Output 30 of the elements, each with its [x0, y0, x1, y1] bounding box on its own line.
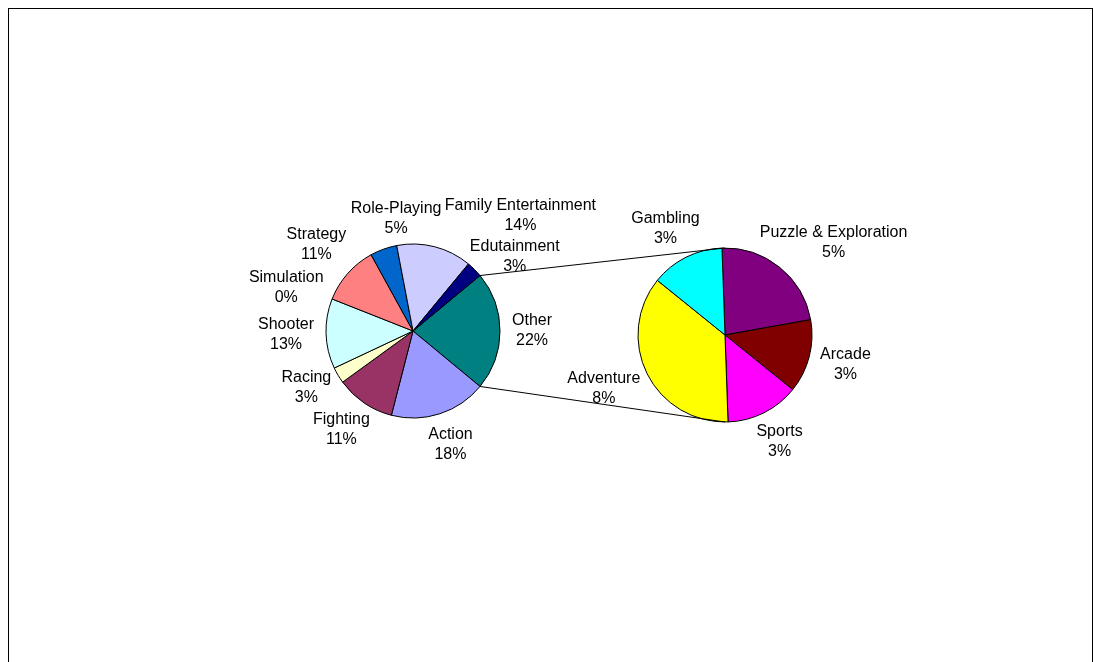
data-label: 13% [270, 335, 303, 353]
data-label: 3% [503, 257, 527, 275]
data-label: 3% [294, 387, 318, 405]
data-label: 18% [434, 444, 467, 462]
data-label: 5% [384, 219, 408, 237]
slice-label: Arcade [820, 344, 871, 362]
slice-label: Role-Playing [350, 199, 442, 217]
slice-label: Action [428, 424, 473, 442]
slice-label: Strategy [286, 224, 347, 242]
slice-label: Other [512, 311, 553, 329]
data-label: 3% [768, 441, 792, 459]
slice-label: Adventure [567, 368, 641, 386]
slice-label: Fighting [312, 409, 370, 427]
text: 0% [274, 287, 298, 305]
data-label: 5% [821, 242, 846, 260]
slice-label: Edutainment [469, 237, 561, 255]
data-label: 3% [653, 228, 678, 246]
category-label: Simulation [248, 267, 324, 285]
data-label: 22% [515, 331, 549, 349]
slice-label: Family Entertainment [444, 196, 597, 214]
slice-label: Sports [756, 421, 803, 439]
data-label: 8% [592, 388, 616, 406]
data-label: 11% [300, 244, 332, 262]
slice-label: Puzzle & Exploration [759, 222, 908, 240]
slice-label: Gambling [631, 208, 700, 226]
data-label: 11% [325, 429, 357, 447]
slice-label: Shooter [258, 315, 315, 333]
slice-label: Racing [281, 367, 332, 385]
data-label: 3% [833, 364, 858, 382]
data-label: 14% [504, 216, 537, 234]
